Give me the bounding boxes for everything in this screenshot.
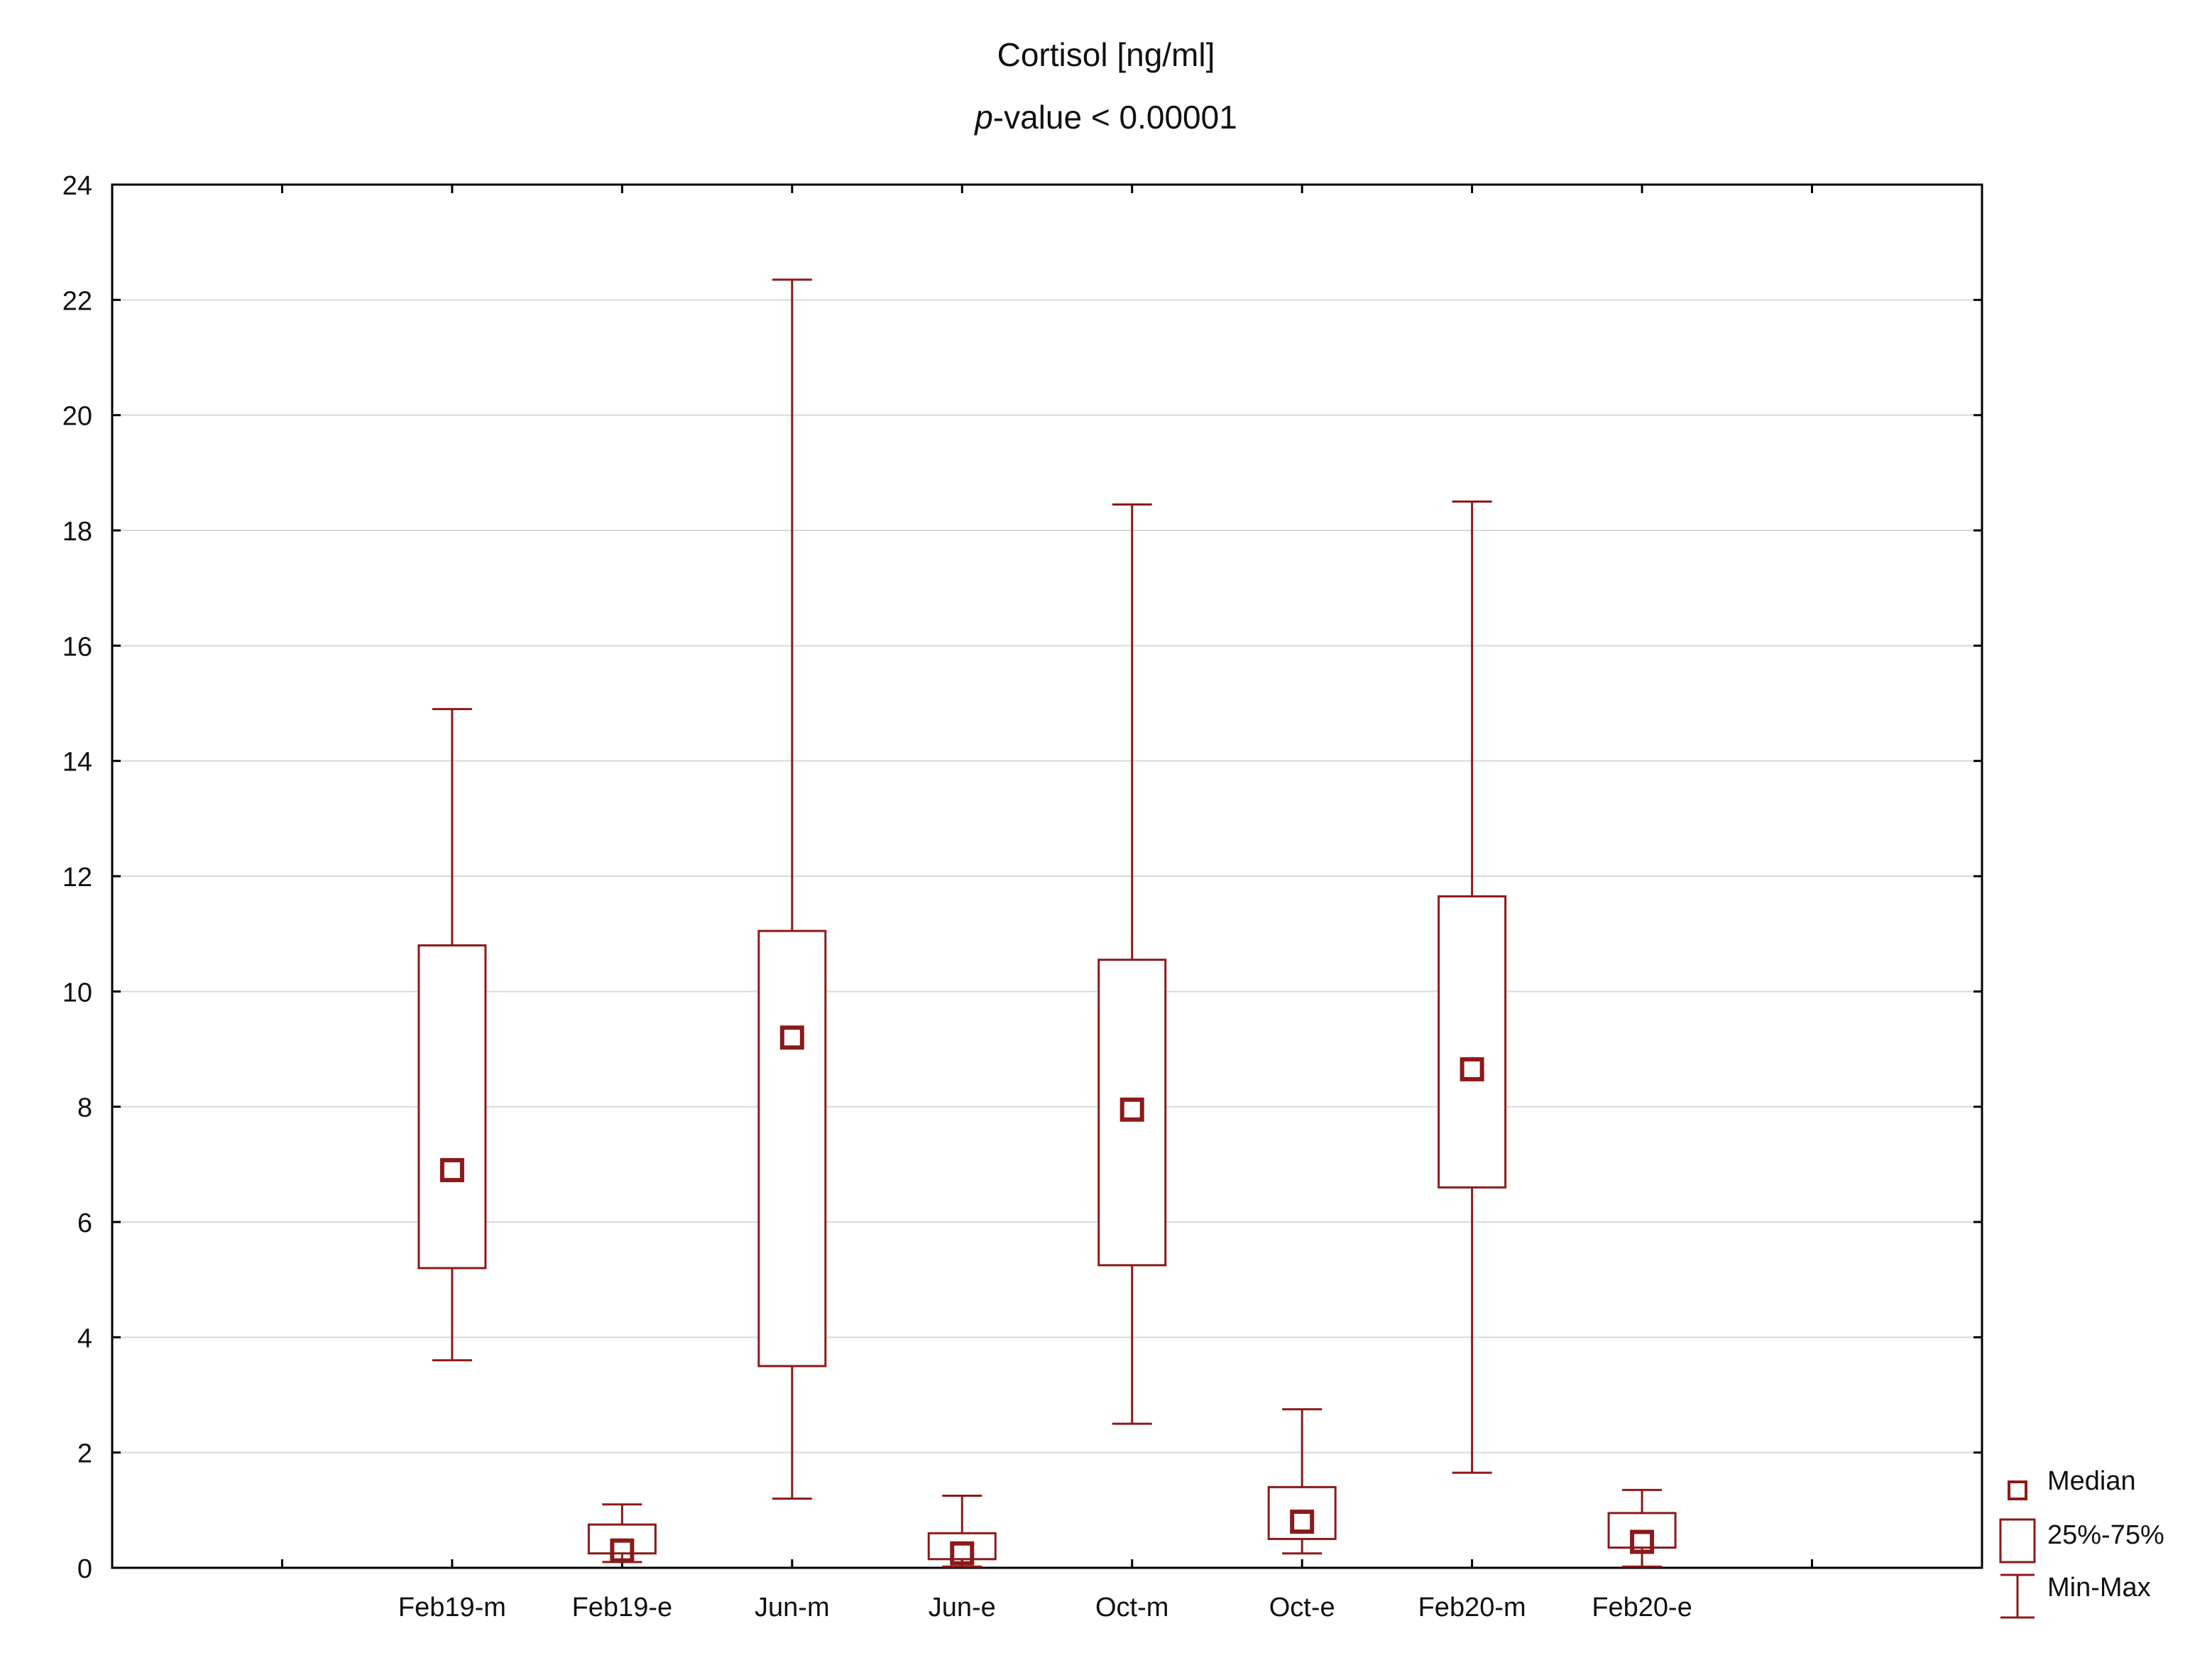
x-tick-label: Feb20-e bbox=[1592, 1593, 1692, 1622]
y-tick-label: 8 bbox=[77, 1093, 92, 1123]
box-Jun-m bbox=[757, 278, 827, 1500]
chart-title: Cortisol [ng/ml] bbox=[997, 36, 1215, 73]
y-tick-label: 22 bbox=[62, 286, 92, 316]
legend-iqr-label: 25%-75% bbox=[2047, 1520, 2164, 1550]
median-marker bbox=[1290, 1510, 1315, 1534]
box-Oct-e bbox=[1267, 1408, 1337, 1555]
y-tick-label: 18 bbox=[62, 517, 92, 547]
y-tick-label: 0 bbox=[77, 1554, 92, 1584]
x-tick-label: Feb20-m bbox=[1418, 1593, 1526, 1622]
iqr-box bbox=[927, 1532, 997, 1561]
iqr-box bbox=[1438, 895, 1507, 1189]
x-tick-label: Feb19-m bbox=[398, 1593, 506, 1622]
y-tick-label: 2 bbox=[77, 1439, 92, 1469]
median-marker bbox=[439, 1157, 464, 1182]
median-marker bbox=[1119, 1097, 1144, 1122]
y-tick-label: 24 bbox=[62, 171, 92, 201]
legend-median-symbol bbox=[2008, 1480, 2027, 1500]
y-tick-label: 10 bbox=[62, 978, 92, 1008]
iqr-box bbox=[417, 944, 487, 1270]
legend-median-label: Median bbox=[2047, 1466, 2136, 1496]
y-tick-label: 12 bbox=[62, 863, 92, 893]
box-Feb20-e bbox=[1607, 1488, 1677, 1568]
p-value-text: -value < 0.00001 bbox=[992, 99, 1237, 136]
x-axis: Feb19-m Feb19-e Jun-m Jun-e Oct-m Oct-e Feb20-… bbox=[280, 185, 1814, 1622]
median-marker bbox=[610, 1538, 635, 1563]
median-marker bbox=[950, 1541, 975, 1566]
x-tick-label: Feb19-e bbox=[572, 1593, 673, 1622]
box-Feb19-e bbox=[587, 1503, 657, 1564]
chart-subtitle: p-value < 0.00001 bbox=[0, 98, 2212, 136]
y-tick-label: 16 bbox=[62, 632, 92, 662]
y-tick-label: 6 bbox=[77, 1209, 92, 1238]
median-marker bbox=[779, 1025, 804, 1050]
y-tick-label: 4 bbox=[77, 1324, 92, 1353]
box-Oct-m bbox=[1097, 503, 1167, 1425]
legend-iqr-symbol bbox=[1999, 1518, 2036, 1564]
box-Feb19-m bbox=[417, 708, 487, 1362]
p-symbol: p bbox=[975, 99, 993, 136]
x-tick-label: Jun-e bbox=[929, 1593, 996, 1622]
box-Jun-e bbox=[927, 1495, 997, 1568]
median-marker bbox=[1460, 1057, 1484, 1081]
x-tick-label: Jun-m bbox=[755, 1593, 830, 1622]
legend-range-label: Min-Max bbox=[2047, 1573, 2151, 1603]
grid-lines bbox=[112, 299, 1982, 1453]
y-tick-label: 20 bbox=[62, 402, 92, 432]
median-marker bbox=[1630, 1529, 1655, 1554]
iqr-box bbox=[1097, 959, 1167, 1267]
box-series bbox=[417, 278, 1677, 1568]
x-tick-label: Oct-e bbox=[1269, 1593, 1335, 1622]
iqr-box bbox=[757, 929, 827, 1368]
y-tick-label: 14 bbox=[62, 748, 92, 778]
legend: Median 25%-75% Min-Max bbox=[1999, 1466, 2164, 1619]
x-tick-label: Oct-m bbox=[1095, 1593, 1168, 1622]
box-Feb20-m bbox=[1438, 500, 1507, 1474]
